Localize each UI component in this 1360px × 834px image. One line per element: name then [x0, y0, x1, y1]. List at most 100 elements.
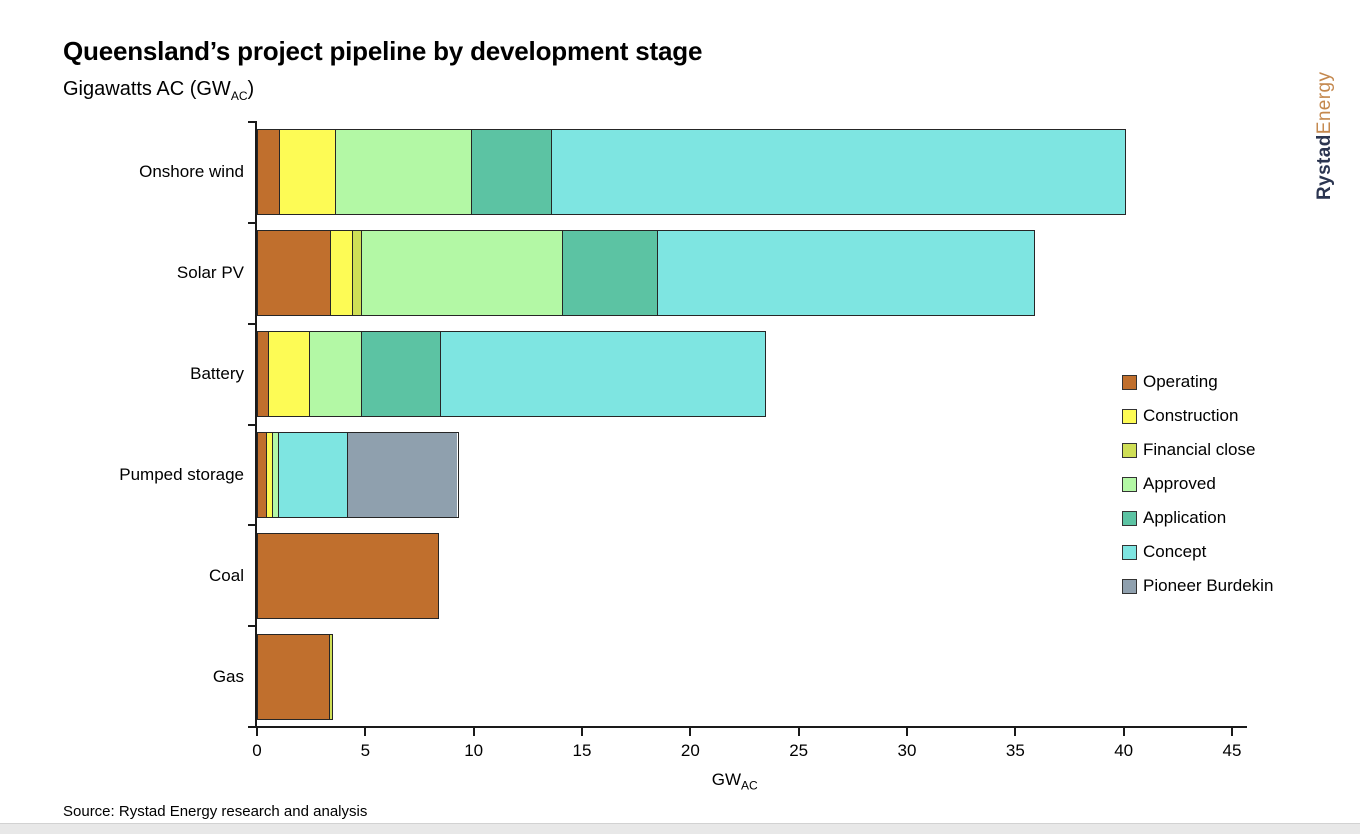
- x-axis-tick: [1014, 728, 1017, 736]
- window-bottom-strip: [0, 823, 1360, 834]
- legend-swatch-concept: [1122, 544, 1137, 560]
- legend-label: Financial close: [1143, 440, 1256, 459]
- y-axis-tick: [248, 121, 257, 123]
- legend-swatch-construction: [1122, 408, 1137, 424]
- legend-swatch-financial-close: [1122, 442, 1137, 458]
- y-axis-tick: [248, 322, 257, 325]
- subtitle-suffix: ): [247, 78, 255, 100]
- logo-energy: Energy: [1314, 71, 1335, 135]
- legend-swatch-application: [1122, 510, 1137, 526]
- y-axis-tick: [248, 423, 257, 426]
- segment-pioneer-burdekin: [348, 432, 458, 517]
- chart-row-pumped-storage: Pumped storage: [119, 424, 1232, 525]
- legend-label: Concept: [1143, 542, 1207, 561]
- chart-row-gas: Gas: [213, 626, 1232, 727]
- x-axis-tick-label: 0: [252, 741, 262, 760]
- segment-concept: [551, 130, 1125, 215]
- segment-operating: [258, 332, 269, 417]
- chart-row-onshore-wind: Onshore wind: [139, 122, 1232, 223]
- category-label: Onshore wind: [139, 162, 244, 182]
- x-axis-tick-label: 40: [1114, 741, 1134, 760]
- x-axis-tick: [905, 728, 908, 736]
- legend-item-construction: Construction: [1122, 406, 1273, 426]
- x-axis-tick-label: 15: [572, 741, 592, 760]
- page-title: Queensland’s project pipeline by develop…: [63, 36, 703, 66]
- logo-rystad: Rystad: [1314, 134, 1335, 200]
- segment-concept: [279, 432, 349, 517]
- x-axis-tick: [1231, 728, 1233, 736]
- y-axis-tick: [248, 524, 257, 527]
- bar-coal: [257, 532, 439, 619]
- legend-swatch-operating: [1122, 374, 1137, 390]
- segment-operating: [258, 634, 330, 719]
- segment-financial-close: [329, 634, 332, 719]
- legend-item-application: Application: [1122, 508, 1273, 528]
- segment-construction: [279, 130, 336, 215]
- plot-rows: Onshore wind Solar PV Battery Pumped storag…: [119, 122, 1232, 727]
- segment-approved: [361, 231, 563, 316]
- legend-item-operating: Operating: [1122, 372, 1273, 392]
- x-axis-tick: [797, 728, 800, 736]
- chart-plot-area: Onshore wind Solar PV Battery Pumped storag…: [119, 121, 1247, 792]
- category-label: Battery: [190, 364, 244, 384]
- bar-battery: [257, 331, 767, 418]
- legend-label: Construction: [1143, 406, 1239, 425]
- x-axis-tick-label: 25: [789, 741, 809, 760]
- x-axis-tick: [472, 728, 475, 736]
- segment-approved: [273, 432, 280, 517]
- segment-operating: [258, 231, 332, 316]
- x-axis-tick: [364, 728, 367, 736]
- segment-operating: [258, 533, 438, 618]
- subtitle-text: Gigawatts AC (GW: [63, 78, 231, 100]
- segment-concept: [657, 231, 1034, 316]
- category-label: Solar PV: [176, 263, 244, 283]
- segment-approved: [309, 332, 362, 417]
- chart-row-solar-pv: Solar PV: [177, 223, 1232, 324]
- legend-item-concept: Concept: [1122, 542, 1273, 562]
- y-axis-tick: [248, 625, 257, 628]
- subtitle-subscript: AC: [230, 89, 248, 103]
- segment-construction: [268, 332, 310, 417]
- x-axis-tick: [689, 728, 692, 736]
- x-axis-tick-label: 35: [1005, 741, 1025, 760]
- x-axis-tick-label: 30: [897, 741, 917, 760]
- bar-pumped-storage: [257, 431, 459, 518]
- legend-item-financial-close: Financial close: [1122, 440, 1273, 460]
- chart-row-battery: Battery: [190, 324, 1232, 425]
- x-axis-tick-label: 5: [360, 741, 371, 760]
- rystad-energy-logo: RystadEnergy: [1314, 50, 1336, 200]
- chart-row-coal: Coal: [209, 525, 1232, 626]
- legend-label: Operating: [1143, 372, 1218, 391]
- x-axis-title: GWAC: [712, 770, 758, 792]
- y-axis-tick: [248, 726, 257, 728]
- segment-operating: [258, 130, 280, 215]
- segment-construction: [331, 231, 354, 316]
- segment-operating: [258, 432, 267, 517]
- legend-label: Pioneer Burdekin: [1143, 576, 1274, 595]
- x-axis-tick-label: 45: [1222, 741, 1242, 760]
- x-axis-tick: [1122, 728, 1125, 736]
- x-axis-tick: [256, 728, 258, 736]
- segment-application: [471, 130, 552, 215]
- x-axis-title-text: GW: [711, 770, 742, 789]
- chart-subtitle: Gigawatts AC (GWAC): [63, 78, 254, 103]
- legend-label: Application: [1143, 508, 1227, 527]
- segment-concept: [441, 332, 766, 417]
- bar-gas: [257, 633, 333, 720]
- legend: Operating Construction Financial close Appr…: [1122, 372, 1273, 610]
- category-label: Coal: [209, 565, 244, 585]
- category-label: Gas: [212, 666, 244, 686]
- bar-onshore-wind: [257, 129, 1126, 216]
- category-label: Pumped storage: [119, 464, 244, 484]
- legend-swatch-pioneer-burdekin: [1122, 578, 1137, 594]
- legend-item-approved: Approved: [1122, 474, 1273, 494]
- x-axis-tick-label: 20: [680, 741, 700, 760]
- legend-label: Approved: [1143, 474, 1216, 493]
- segment-application: [361, 332, 442, 417]
- x-axis-line: [249, 726, 1247, 728]
- segment-approved: [335, 130, 472, 215]
- y-axis-tick: [248, 221, 257, 224]
- x-axis-title-subscript: AC: [741, 778, 758, 793]
- segment-financial-close: [353, 231, 362, 316]
